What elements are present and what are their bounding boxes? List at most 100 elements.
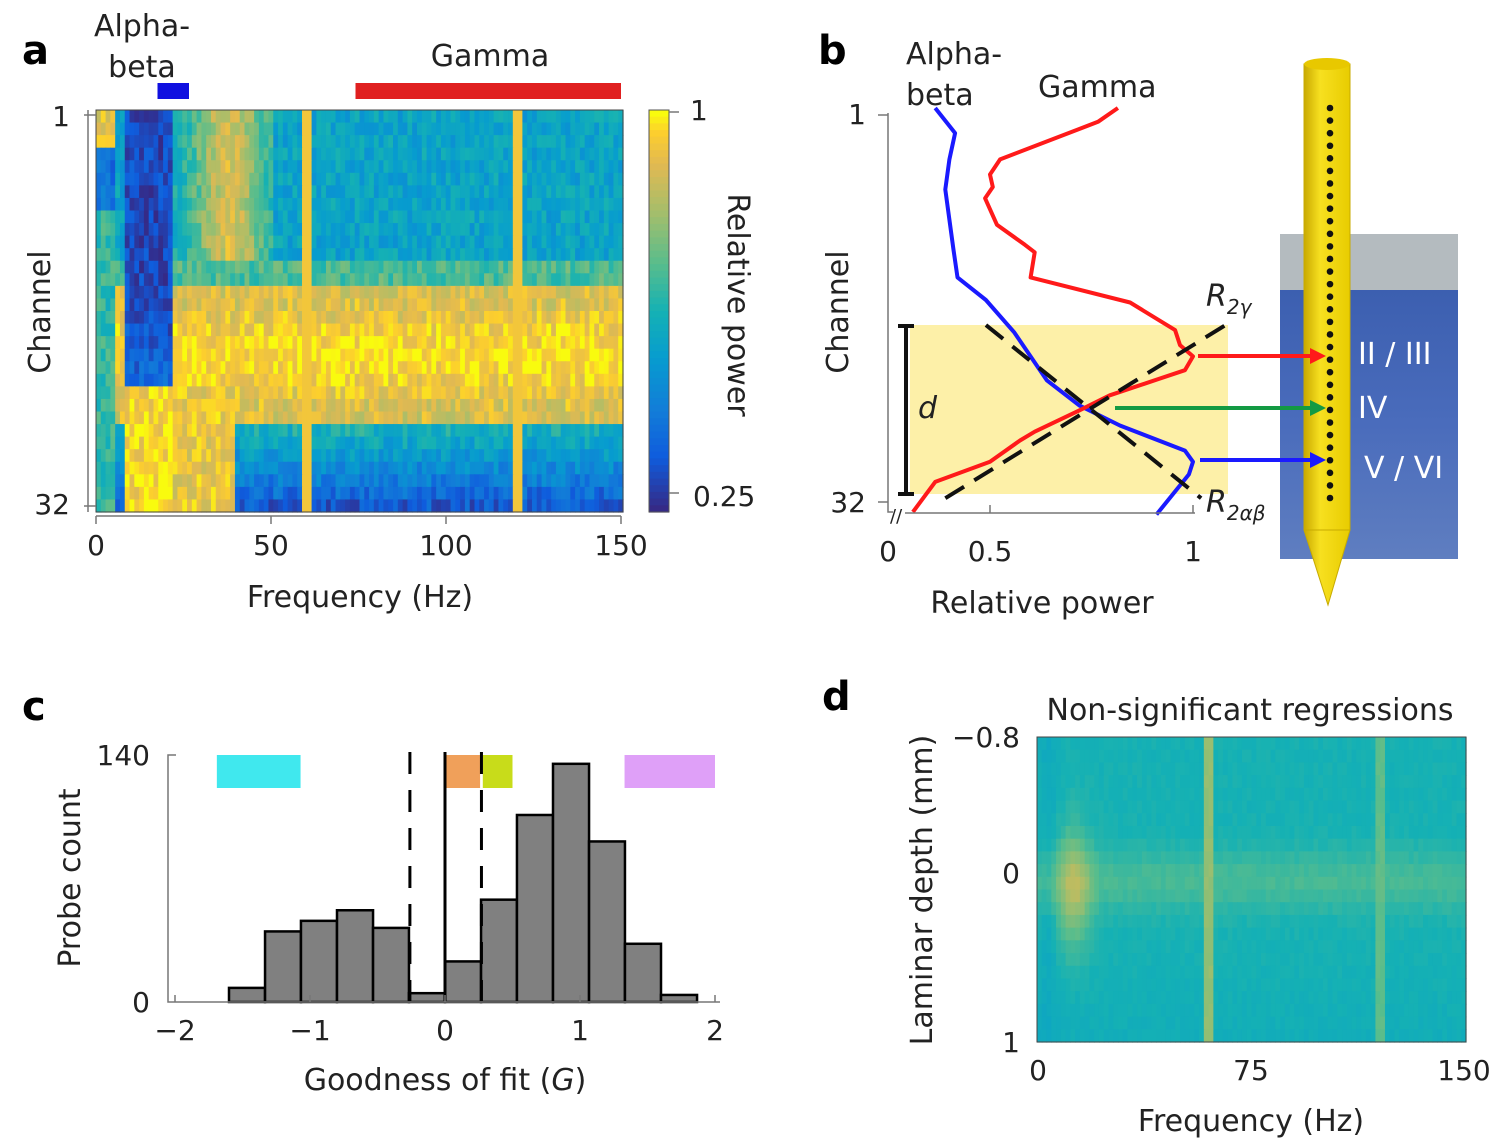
heatmap-cell <box>1380 889 1386 903</box>
heatmap-cell <box>359 486 365 501</box>
colorbar-segment <box>649 458 669 466</box>
heatmap-cell <box>450 260 456 274</box>
heatmap-cell <box>1232 825 1238 840</box>
heatmap-cell <box>503 449 509 463</box>
heatmap-cell <box>1070 749 1076 764</box>
heatmap-cell <box>340 311 346 325</box>
heatmap-cell <box>1461 737 1467 751</box>
heatmap-cell <box>1380 737 1386 751</box>
heatmap-cell <box>1346 825 1353 840</box>
heatmap-cell <box>340 348 346 362</box>
heatmap-cell <box>263 486 270 501</box>
histogram-bar <box>551 762 591 1004</box>
heatmap-cell <box>378 248 385 262</box>
heatmap-cell <box>167 298 174 312</box>
heatmap-cell <box>139 311 145 325</box>
heatmap-cell <box>129 348 135 362</box>
heatmap-cell <box>1275 838 1281 852</box>
heatmap-cell <box>273 461 279 475</box>
heatmap-cell <box>139 172 145 186</box>
heatmap-cell <box>139 248 145 262</box>
heatmap-cell <box>105 122 111 136</box>
heatmap-cell <box>431 499 437 513</box>
heatmap-cell <box>594 348 600 362</box>
heatmap-cell <box>512 160 519 174</box>
heatmap-cell <box>493 298 500 312</box>
heatmap-cell <box>244 398 250 413</box>
heatmap-cell <box>273 424 279 438</box>
heatmap-cell <box>1375 749 1381 764</box>
heatmap-cell <box>1218 851 1224 865</box>
heatmap-cell <box>460 398 466 413</box>
heatmap-cell <box>278 361 284 375</box>
heatmap-cell <box>608 411 615 425</box>
heatmap-cell <box>1227 762 1234 776</box>
heatmap-cell <box>589 474 595 488</box>
heatmap-cell <box>1070 787 1076 802</box>
heatmap-cell <box>589 386 595 400</box>
heatmap-cell <box>579 122 586 136</box>
heatmap-cell <box>541 122 547 136</box>
probe-contact <box>1326 431 1334 439</box>
heatmap-cell <box>589 185 595 199</box>
heatmap-cell <box>110 197 116 212</box>
heatmap-cell <box>369 260 375 274</box>
heatmap-cell <box>603 461 610 475</box>
heatmap-cell <box>1232 864 1238 878</box>
heatmap-cell <box>369 311 375 325</box>
heatmap-cell <box>484 210 490 224</box>
heatmap-cell <box>148 373 155 387</box>
heatmap-cell <box>493 210 500 224</box>
heatmap-cell <box>388 160 394 174</box>
heatmap-cell <box>1456 889 1462 903</box>
heatmap-cell <box>139 449 145 463</box>
heatmap-cell <box>225 323 231 337</box>
heatmap-cell <box>129 197 135 212</box>
heatmap-cell <box>1122 864 1129 878</box>
heatmap-cell <box>503 135 509 149</box>
heatmap-cell <box>1175 813 1181 827</box>
heatmap-cell <box>1332 775 1338 789</box>
heatmap-cell <box>565 110 571 124</box>
heatmap-cell <box>1370 775 1377 789</box>
heatmap-cell <box>263 348 270 362</box>
heatmap-cell <box>1232 762 1238 776</box>
heatmap-cell <box>1413 762 1419 776</box>
heatmap-cell <box>421 411 428 425</box>
heatmap-cell <box>1442 902 1448 916</box>
heatmap-cell <box>531 223 538 237</box>
heatmap-cell <box>493 474 500 488</box>
heatmap-cell <box>1227 825 1234 840</box>
heatmap-cell <box>488 386 495 400</box>
heatmap-cell <box>119 386 126 400</box>
colorbar-segment <box>649 177 669 185</box>
y-axis-label-a: Channel <box>23 250 58 373</box>
heatmap-cell <box>129 235 135 249</box>
heatmap-cell <box>158 486 164 501</box>
heatmap-cell <box>450 223 456 237</box>
heatmap-cell <box>177 273 183 287</box>
heatmap-cell <box>455 260 461 274</box>
heatmap-cell <box>1265 749 1272 764</box>
heatmap-cell <box>541 449 547 463</box>
heatmap-cell <box>335 122 341 136</box>
heatmap-cell <box>584 285 591 300</box>
heatmap-cell <box>416 449 423 463</box>
heatmap-cell <box>498 486 504 501</box>
heatmap-cell <box>1046 864 1052 878</box>
heatmap-cell <box>527 449 533 463</box>
heatmap-cell <box>196 122 202 136</box>
heatmap-cell <box>210 373 217 387</box>
heatmap-cell <box>455 172 461 186</box>
heatmap-cell <box>584 197 591 212</box>
heatmap-cell <box>1194 902 1200 916</box>
heatmap-cell <box>129 135 135 149</box>
heatmap-cell <box>1380 864 1386 878</box>
heatmap-cell <box>100 248 107 262</box>
heatmap-cell <box>182 411 188 425</box>
heatmap-cell <box>306 474 313 488</box>
heatmap-cell <box>258 298 265 312</box>
heatmap-cell <box>1175 864 1181 878</box>
heatmap-cell <box>531 147 538 161</box>
heatmap-cell <box>143 311 150 325</box>
